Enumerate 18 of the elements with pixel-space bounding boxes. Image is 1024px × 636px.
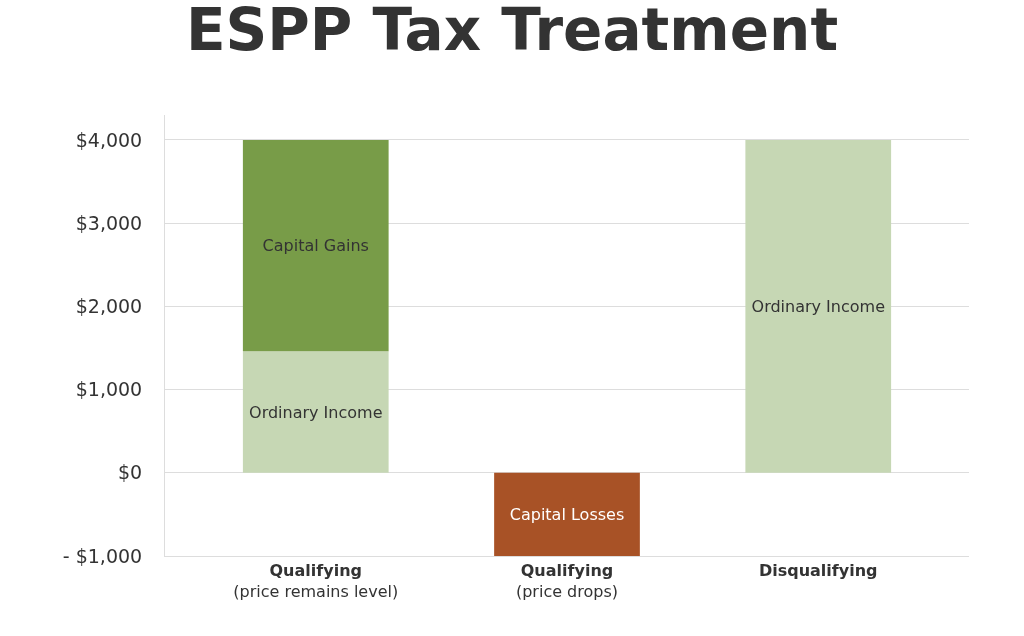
y-tick-label: $4,000	[75, 128, 143, 151]
bar	[242, 139, 389, 352]
series-label: Capital Losses	[509, 504, 625, 524]
text: Ordinary Income	[751, 296, 885, 316]
bar	[494, 472, 640, 556]
bar	[745, 139, 892, 473]
bar	[242, 351, 389, 473]
series-label: Capital Gains	[262, 236, 369, 256]
y-tick-label: - $1,000	[62, 544, 143, 567]
y-tick-label: $2,000	[75, 295, 143, 318]
x-tick-label: Qualifying (price remains level)	[233, 561, 399, 601]
x-tick-label: Qualifying (price drops)	[515, 561, 619, 601]
y-tick-label: $1,000	[75, 378, 143, 401]
y-tick-label: $3,000	[75, 211, 143, 234]
y-tick-label: $0	[118, 461, 143, 484]
chart-title: ESPP Tax Treatment	[185, 0, 839, 65]
x-tick-label: Disqualifying	[758, 561, 878, 581]
series-label: Ordinary Income	[249, 402, 383, 422]
